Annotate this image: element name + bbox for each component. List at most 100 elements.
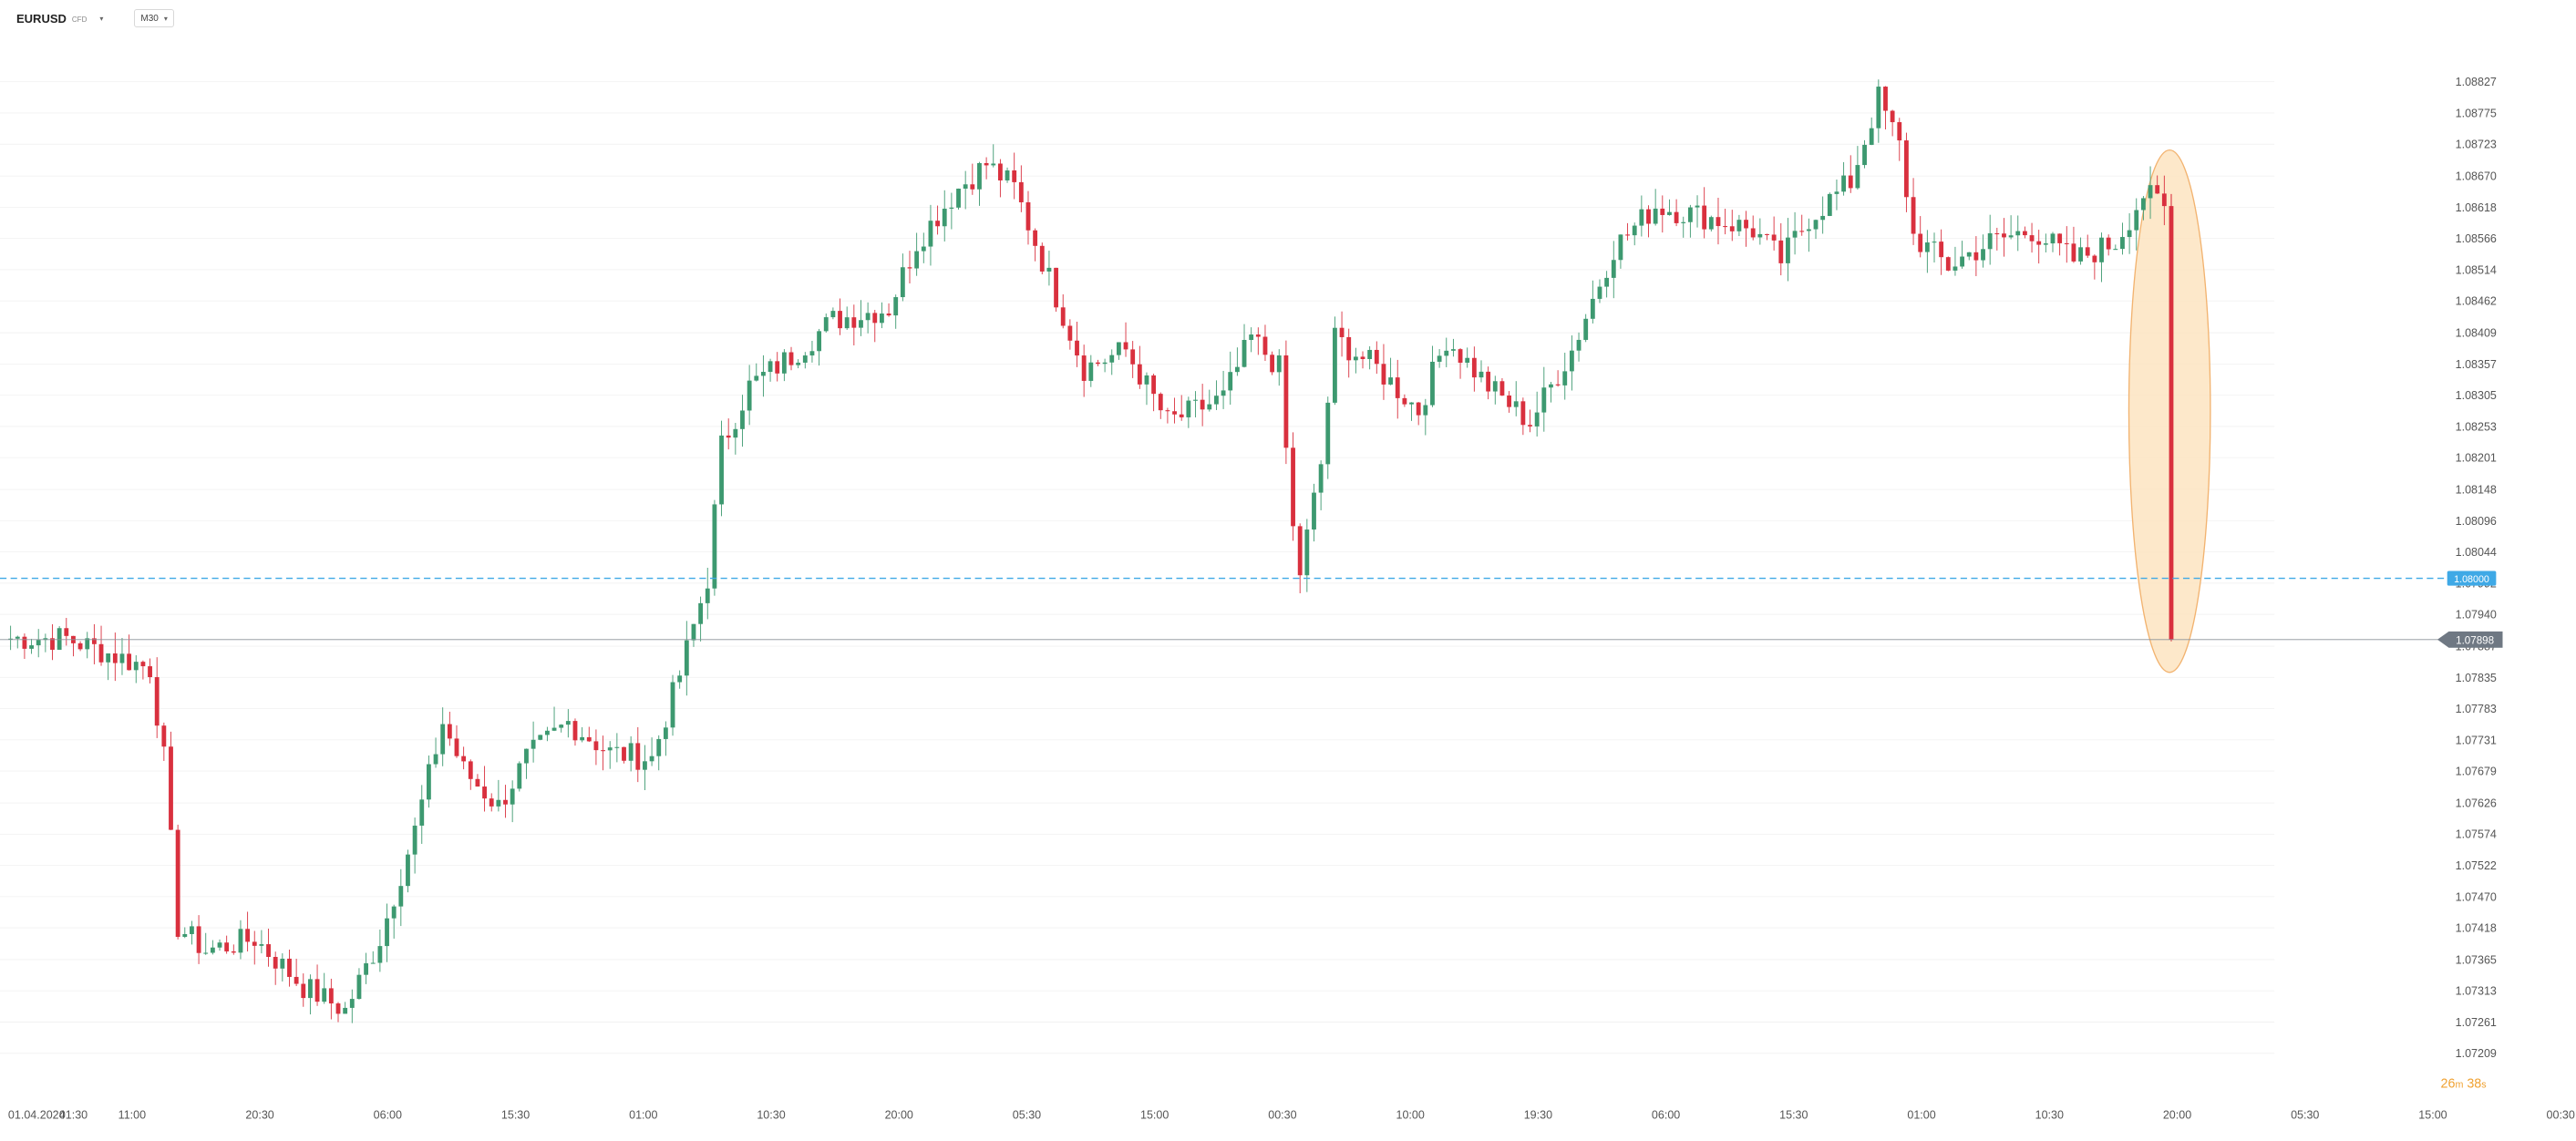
x-tick-label-19: 05:30 [2291, 1108, 2319, 1121]
candle-body-309 [2161, 193, 2167, 207]
candle-body-28 [203, 952, 209, 954]
candle-body-194 [1360, 356, 1365, 359]
candle-body-14 [106, 653, 111, 663]
candle-body-20 [148, 666, 152, 678]
candle-body-146 [1025, 201, 1031, 231]
candle-body-143 [1005, 170, 1010, 180]
level-label: 1.08000 [2454, 574, 2489, 585]
timeframe-label: M30 [140, 13, 159, 24]
candle-body-131 [921, 246, 926, 252]
candle-body-166 [1165, 410, 1170, 412]
candle-body-240 [1681, 221, 1686, 223]
candle-body-258 [1806, 229, 1811, 231]
candle-body-268 [1876, 87, 1881, 128]
candle-body-186 [1304, 529, 1310, 576]
candle-body-181 [1270, 355, 1275, 373]
candle-body-183 [1283, 355, 1289, 448]
x-tick-label-7: 10:30 [757, 1108, 785, 1121]
countdown-part-2: 38 [2463, 1076, 2481, 1091]
candle-body-58 [412, 825, 417, 855]
y-tick-label-10: 1.08305 [2456, 389, 2497, 402]
x-tick-label-6: 01:00 [629, 1108, 657, 1121]
candle-body-280 [1960, 256, 1965, 267]
x-tick-label-10: 15:00 [1140, 1108, 1169, 1121]
candle-body-149 [1046, 267, 1052, 272]
candle-body-210 [1471, 357, 1477, 378]
candle-body-291 [2036, 241, 2042, 245]
y-tick-label-7: 1.08462 [2456, 295, 2497, 308]
candle-body-24 [175, 829, 180, 937]
candle-body-98 [691, 623, 696, 641]
x-tick-label-5: 15:30 [501, 1108, 530, 1121]
candle-body-90 [635, 743, 641, 770]
candle-body-292 [2043, 243, 2048, 245]
symbol-selector[interactable]: EURUSD CFD ▾ [16, 12, 103, 26]
candle-body-68 [482, 786, 487, 799]
candle-body-223 [1562, 371, 1568, 385]
candle-body-295 [2064, 242, 2069, 244]
candle-body-129 [907, 267, 912, 269]
candle-body-126 [886, 314, 891, 316]
candle-body-92 [649, 756, 654, 762]
candle-body-133 [935, 221, 940, 227]
candle-body-204 [1430, 361, 1435, 406]
candle-body-69 [489, 798, 494, 807]
candle-body-67 [475, 778, 480, 787]
candle-body-41 [294, 976, 299, 984]
candle-body-250 [1750, 228, 1756, 238]
candle-body-201 [1409, 402, 1414, 405]
timeframe-selector[interactable]: M30 ▾ [134, 9, 174, 27]
candle-body-19 [140, 662, 146, 667]
chart-toolbar: EURUSD CFD ▾ M30 ▾ [16, 7, 174, 29]
candle-body-238 [1667, 211, 1672, 215]
candle-body-42 [301, 983, 306, 999]
candle-body-156 [1096, 362, 1100, 365]
candle-body-150 [1054, 267, 1058, 308]
candle-body-231 [1618, 234, 1623, 261]
candle-body-198 [1388, 377, 1394, 385]
candle-body-109 [768, 361, 773, 373]
candle-body-103 [726, 435, 731, 438]
candle-body-297 [2078, 247, 2083, 262]
candle-body-208 [1458, 349, 1463, 363]
overlay-layer: 1.08000 1.07898 26m 38s [2437, 570, 2503, 1091]
candle-body-288 [2015, 231, 2021, 236]
countdown-part-1: m [2455, 1079, 2463, 1090]
candle-body-173 [1214, 396, 1219, 405]
y-tick-label-0: 1.08827 [2456, 76, 2497, 88]
candle-body-272 [1904, 140, 1909, 198]
candle-body-138 [970, 184, 975, 190]
candle-body-300 [2099, 237, 2104, 262]
x-tick-label-2: 11:00 [118, 1108, 146, 1121]
candle-body-190 [1333, 327, 1337, 403]
candle-body-158 [1109, 355, 1115, 363]
candle-body-145 [1018, 181, 1024, 202]
candle-body-73 [517, 763, 522, 789]
y-tick-label-13: 1.08148 [2456, 484, 2497, 497]
y-tick-label-2: 1.08723 [2456, 139, 2497, 151]
candle-body-184 [1291, 447, 1295, 527]
candle-body-262 [1834, 191, 1839, 194]
candle-body-157 [1102, 362, 1108, 365]
candle-body-281 [1966, 252, 1972, 257]
candle-body-57 [406, 854, 410, 887]
grid-layer [0, 81, 2275, 1054]
candle-body-115 [809, 351, 815, 356]
candle-body-124 [872, 313, 878, 324]
candle-body-10 [77, 642, 83, 650]
x-tick-label-18: 20:00 [2163, 1108, 2191, 1121]
candle-body-294 [2057, 233, 2063, 243]
candle-body-290 [2029, 235, 2035, 242]
candle-body-227 [1590, 298, 1595, 319]
candle-body-74 [524, 748, 529, 764]
candle-body-308 [2155, 185, 2160, 194]
candle-body-114 [802, 355, 808, 363]
x-tick-label-3: 20:30 [245, 1108, 273, 1121]
candle-body-285 [1994, 232, 2000, 235]
candle-body-160 [1123, 342, 1128, 350]
y-tick-label-6: 1.08514 [2456, 263, 2497, 276]
candle-body-278 [1945, 257, 1951, 271]
candle-body-94 [663, 727, 668, 739]
